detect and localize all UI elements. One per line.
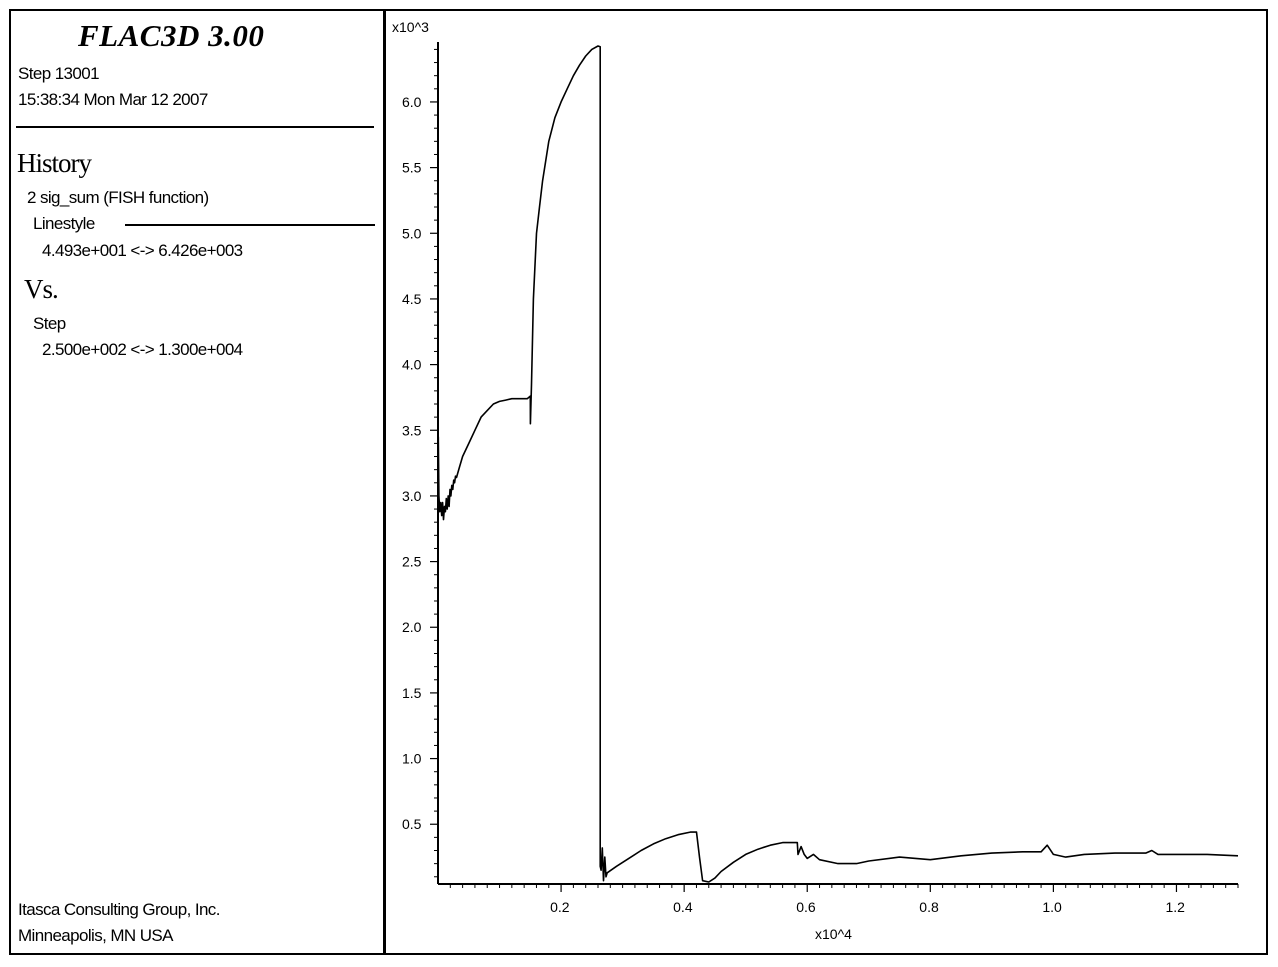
x-tick-label: 1.0 <box>1042 899 1062 915</box>
company-name: Itasca Consulting Group, Inc. <box>18 900 220 919</box>
x-axis-ticks: 0.2 0.4 0.6 0.8 1.0 1.2 <box>449 884 1239 915</box>
y-tick-label: 4.0 <box>402 357 422 373</box>
x-tick-label: 0.4 <box>673 899 693 915</box>
y-tick-label: 3.5 <box>402 422 422 438</box>
y-tick-label: 0.5 <box>402 816 422 832</box>
x-tick-label: 0.8 <box>919 899 939 915</box>
x-name: Step <box>33 314 66 333</box>
step-count: Step 13001 <box>18 64 100 83</box>
legend-divider <box>383 9 386 955</box>
x-tick-label: 0.6 <box>796 899 816 915</box>
y-tick-label: 2.0 <box>402 619 422 635</box>
x-tick-label: 1.2 <box>1165 899 1185 915</box>
y-tick-label: 5.0 <box>402 225 422 241</box>
app-title: FLAC3D 3.00 <box>78 18 265 53</box>
y-tick-label: 6.0 <box>402 94 422 110</box>
header-separator <box>16 126 374 128</box>
y-tick-label: 5.5 <box>402 160 422 176</box>
x-axis-unit-label: x10^4 <box>815 926 852 942</box>
y-axis-unit-label: x10^3 <box>392 19 429 35</box>
y-tick-label: 2.5 <box>402 554 422 570</box>
y-tick-label: 1.5 <box>402 685 422 701</box>
plot-frame <box>9 9 1268 955</box>
y-tick-label: 4.5 <box>402 291 422 307</box>
y-tick-label: 1.0 <box>402 751 422 767</box>
timestamp: 15:38:34 Mon Mar 12 2007 <box>18 90 208 109</box>
vs-heading: Vs. <box>24 274 59 304</box>
x-tick-label: 0.2 <box>550 899 570 915</box>
company-location: Minneapolis, MN USA <box>18 926 173 945</box>
history-heading: History <box>17 148 92 178</box>
linestyle-label: Linestyle <box>33 214 95 233</box>
series-line <box>437 45 1239 883</box>
y-tick-label: 3.0 <box>402 488 422 504</box>
x-range-text: 2.500e+002 <-> 1.300e+004 <box>42 340 243 359</box>
history-item: 2 sig_sum (FISH function) <box>27 188 209 207</box>
y-axis-ticks: 0.5 1.0 1.5 2.0 2.5 3.0 3.5 4.0 4.5 5.0 5.5 6.0 <box>402 48 438 878</box>
linestyle-sample <box>125 224 375 226</box>
y-range-text: 4.493e+001 <-> 6.426e+003 <box>42 241 243 260</box>
